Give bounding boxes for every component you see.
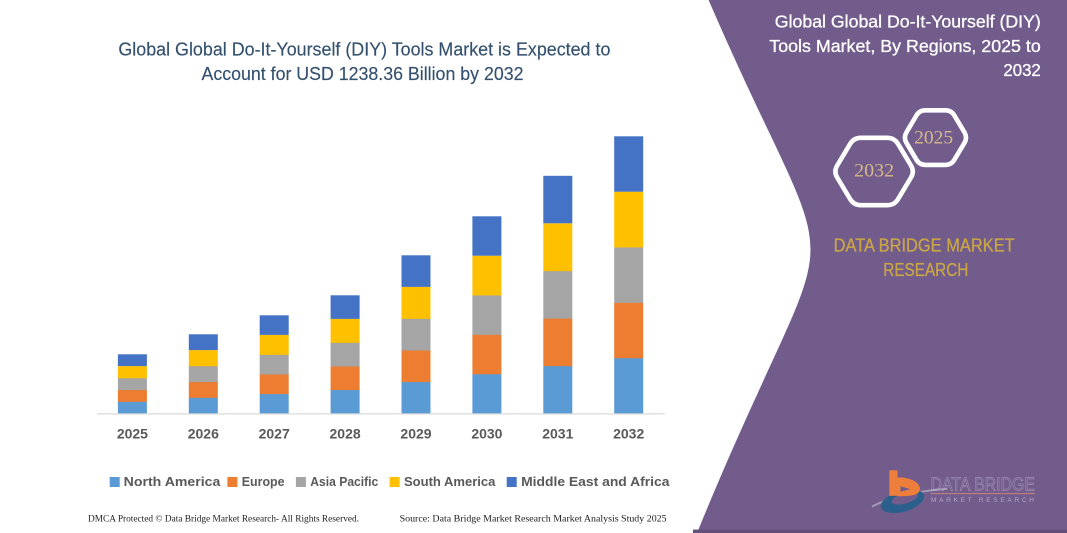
svg-text:North America: North America <box>124 474 222 489</box>
svg-text:Global Global Do-It-Yourself (: Global Global Do-It-Yourself (DIY) <box>775 11 1041 31</box>
svg-text:Middle East and Africa: Middle East and Africa <box>521 474 670 489</box>
svg-text:DATA BRIDGE MARKET: DATA BRIDGE MARKET <box>834 235 1015 256</box>
svg-text:2031: 2031 <box>542 426 573 442</box>
svg-text:Global Global Do-It-Yourself (: Global Global Do-It-Yourself (DIY) Tools… <box>118 39 610 60</box>
svg-text:South America: South America <box>404 474 496 489</box>
svg-text:Asia Pacific: Asia Pacific <box>310 474 378 489</box>
svg-text:2032: 2032 <box>613 426 644 442</box>
svg-text:RESEARCH: RESEARCH <box>883 259 968 280</box>
svg-text:2029: 2029 <box>400 426 431 442</box>
svg-text:MARKET RESEARCH: MARKET RESEARCH <box>931 497 1034 504</box>
svg-text:DATA BRIDGE: DATA BRIDGE <box>931 474 1036 494</box>
svg-text:2026: 2026 <box>188 426 219 442</box>
svg-text:2025: 2025 <box>914 127 953 148</box>
svg-text:2028: 2028 <box>330 426 361 442</box>
svg-text:2030: 2030 <box>471 426 502 442</box>
svg-text:Tools Market, By Regions, 2025: Tools Market, By Regions, 2025 to <box>769 36 1041 56</box>
svg-text:DMCA Protected © Data Bridge M: DMCA Protected © Data Bridge Market Rese… <box>88 514 359 525</box>
svg-text:Europe: Europe <box>242 474 285 489</box>
svg-text:2032: 2032 <box>1003 60 1040 80</box>
svg-text:Source: Data Bridge Market Res: Source: Data Bridge Market Research Mark… <box>400 515 667 525</box>
svg-text:2027: 2027 <box>259 426 290 442</box>
svg-text:2032: 2032 <box>854 160 894 181</box>
svg-text:2025: 2025 <box>117 426 148 442</box>
svg-text:Account for USD 1238.36 Billio: Account for USD 1238.36 Billion by 2032 <box>202 63 524 84</box>
